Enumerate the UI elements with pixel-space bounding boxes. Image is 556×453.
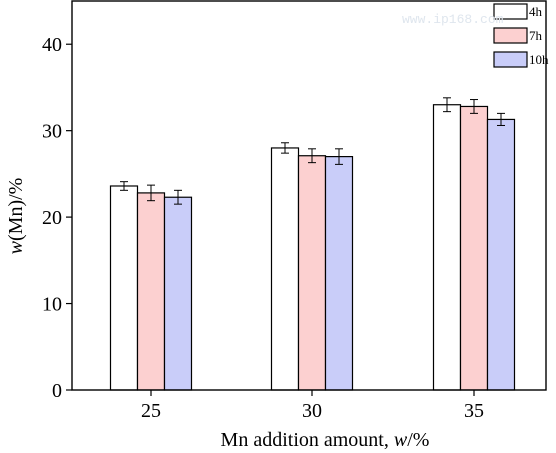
bar-10h-25 bbox=[163, 196, 193, 391]
y-axis-title: w(Mn)/% bbox=[5, 178, 27, 255]
y-tick-label-20: 20 bbox=[42, 207, 62, 229]
y-tick-label-40: 40 bbox=[42, 34, 62, 56]
axes-layer: 25 30 35 0 10 20 30 40 bbox=[42, 0, 547, 422]
legend-swatch-4h bbox=[493, 3, 528, 20]
plot-frame bbox=[71, 0, 547, 391]
bar-7h-35 bbox=[459, 105, 489, 391]
bar-4h-30 bbox=[270, 147, 300, 391]
watermark-text: www.ip168.com bbox=[402, 12, 504, 27]
bar-7h-30 bbox=[297, 155, 327, 391]
legend-swatch-10h bbox=[493, 51, 528, 68]
x-tick-label-35: 35 bbox=[464, 400, 484, 422]
bars-layer bbox=[109, 97, 516, 391]
y-tick-label-0: 0 bbox=[52, 380, 62, 402]
x-tick-label-30: 30 bbox=[302, 400, 322, 422]
legend-label-7h: 7h bbox=[529, 28, 543, 43]
x-axis-title: Mn addition amount, w/% bbox=[221, 429, 430, 451]
legend: 4h 7h 10h bbox=[493, 3, 549, 68]
y-tick-label-30: 30 bbox=[42, 121, 62, 143]
x-tick-label-25: 25 bbox=[141, 400, 161, 422]
bar-10h-30 bbox=[324, 156, 354, 391]
legend-label-4h: 4h bbox=[529, 4, 543, 19]
bar-4h-25 bbox=[109, 185, 139, 391]
bar-7h-25 bbox=[136, 192, 166, 391]
legend-label-10h: 10h bbox=[529, 52, 549, 67]
legend-swatch-7h bbox=[493, 27, 528, 44]
bar-4h-35 bbox=[432, 104, 462, 391]
bar-10h-35 bbox=[486, 118, 516, 391]
y-tick-label-10: 10 bbox=[42, 294, 62, 316]
